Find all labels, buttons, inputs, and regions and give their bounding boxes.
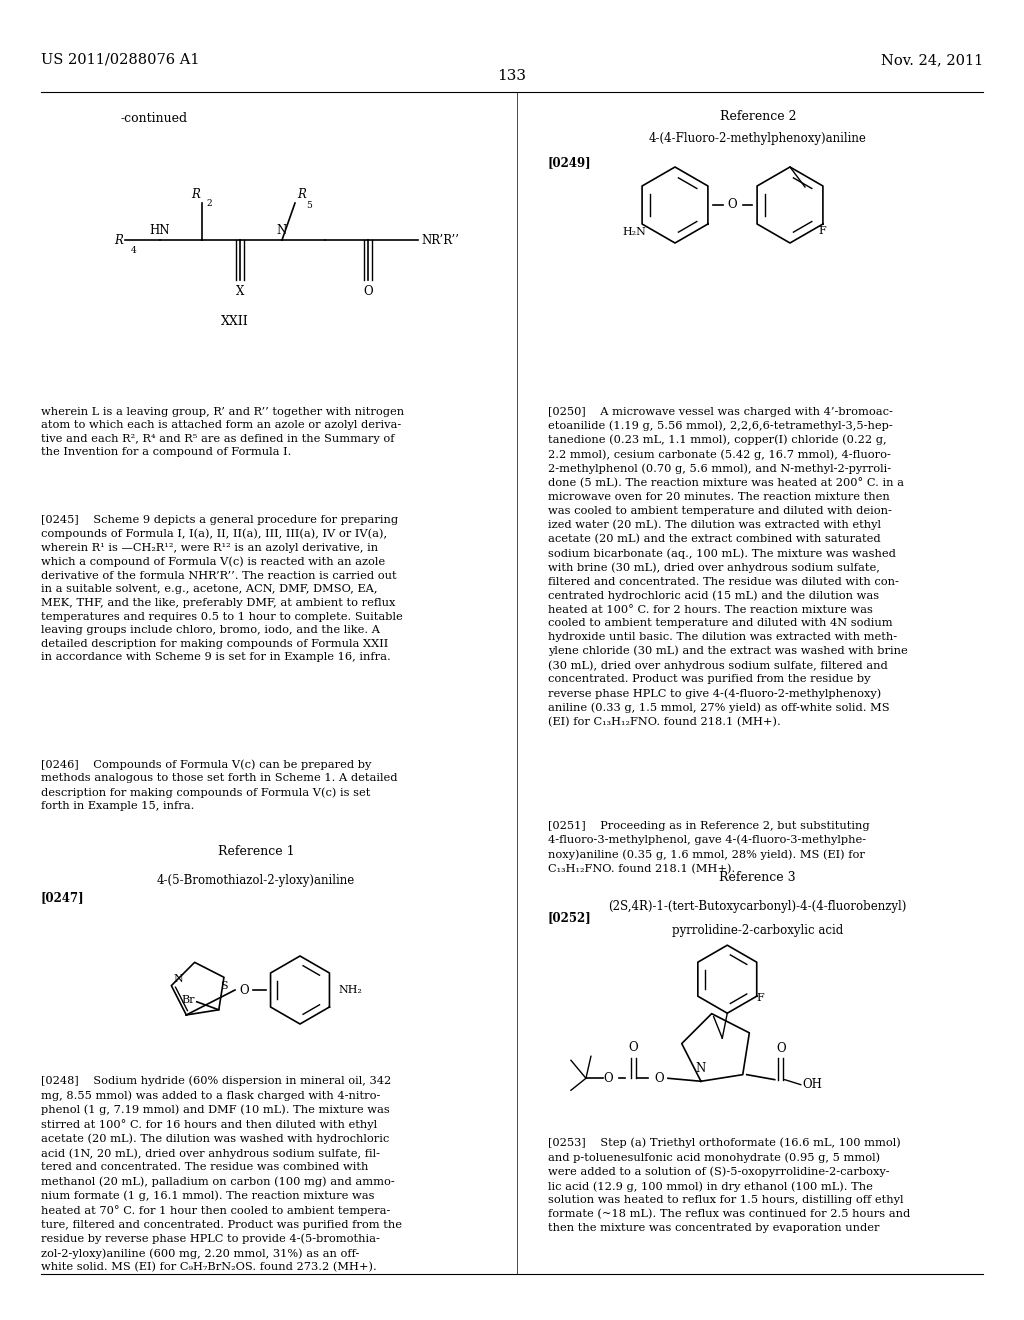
Text: H₂N: H₂N [623, 227, 647, 238]
Text: O: O [654, 1072, 664, 1085]
Text: pyrrolidine-2-carboxylic acid: pyrrolidine-2-carboxylic acid [672, 924, 844, 937]
Text: (2S,4R)-1-(tert-Butoxycarbonyl)-4-(4-fluorobenzyl): (2S,4R)-1-(tert-Butoxycarbonyl)-4-(4-flu… [608, 900, 907, 913]
Text: [0245]    Scheme 9 depicts a general procedure for preparing
compounds of Formul: [0245] Scheme 9 depicts a general proced… [41, 515, 402, 663]
Text: [0253]    Step (a) Triethyl orthoformate (16.6 mL, 100 mmol)
and p-toluenesulfon: [0253] Step (a) Triethyl orthoformate (1… [548, 1138, 910, 1233]
Text: N: N [696, 1063, 707, 1076]
Text: R: R [114, 234, 123, 247]
Text: NR’R’’: NR’R’’ [421, 234, 459, 247]
Text: O: O [628, 1041, 638, 1055]
Text: O: O [240, 983, 249, 997]
Text: X: X [236, 285, 244, 298]
Text: Nov. 24, 2011: Nov. 24, 2011 [881, 53, 983, 67]
Text: N: N [173, 974, 183, 983]
Text: -continued: -continued [120, 112, 187, 125]
Text: US 2011/0288076 A1: US 2011/0288076 A1 [41, 53, 200, 67]
Text: 133: 133 [498, 69, 526, 83]
Text: [0246]    Compounds of Formula V(c) can be prepared by
methods analogous to thos: [0246] Compounds of Formula V(c) can be … [41, 759, 397, 812]
Text: OH: OH [803, 1078, 822, 1092]
Text: [0249]: [0249] [548, 156, 592, 169]
Text: F: F [757, 993, 764, 1003]
Text: NH₂: NH₂ [338, 985, 361, 995]
Text: O: O [364, 285, 373, 298]
Text: Br: Br [181, 995, 195, 1005]
Text: HN: HN [150, 224, 170, 238]
Text: N: N [276, 224, 287, 238]
Text: 4: 4 [131, 246, 137, 255]
Text: Reference 3: Reference 3 [720, 871, 796, 884]
Text: 4-(5-Bromothiazol-2-yloxy)aniline: 4-(5-Bromothiazol-2-yloxy)aniline [157, 874, 355, 887]
Text: [0251]    Proceeding as in Reference 2, but substituting
4-fluoro-3-methylphenol: [0251] Proceeding as in Reference 2, but… [548, 821, 869, 874]
Text: O: O [603, 1072, 613, 1085]
Text: wherein L is a leaving group, R’ and R’’ together with nitrogen
atom to which ea: wherein L is a leaving group, R’ and R’’… [41, 407, 404, 457]
Text: 2: 2 [206, 199, 212, 209]
Text: [0247]: [0247] [41, 891, 85, 904]
Text: Reference 2: Reference 2 [720, 110, 796, 123]
Text: 5: 5 [306, 201, 312, 210]
Text: F: F [818, 226, 826, 236]
Text: R: R [297, 187, 306, 201]
Text: [0248]    Sodium hydride (60% dispersion in mineral oil, 342
mg, 8.55 mmol) was : [0248] Sodium hydride (60% dispersion in… [41, 1076, 402, 1272]
Text: O: O [776, 1041, 785, 1055]
Text: O: O [728, 198, 737, 211]
Text: [0250]    A microwave vessel was charged with 4’-bromoac-
etoanilide (1.19 g, 5.: [0250] A microwave vessel was charged wi… [548, 407, 907, 727]
Text: R: R [191, 187, 200, 201]
Text: [0252]: [0252] [548, 911, 592, 924]
Text: 4-(4-Fluoro-2-methylphenoxy)aniline: 4-(4-Fluoro-2-methylphenoxy)aniline [649, 132, 866, 145]
Text: XXII: XXII [221, 315, 249, 327]
Text: S: S [220, 981, 227, 991]
Text: Reference 1: Reference 1 [218, 845, 294, 858]
